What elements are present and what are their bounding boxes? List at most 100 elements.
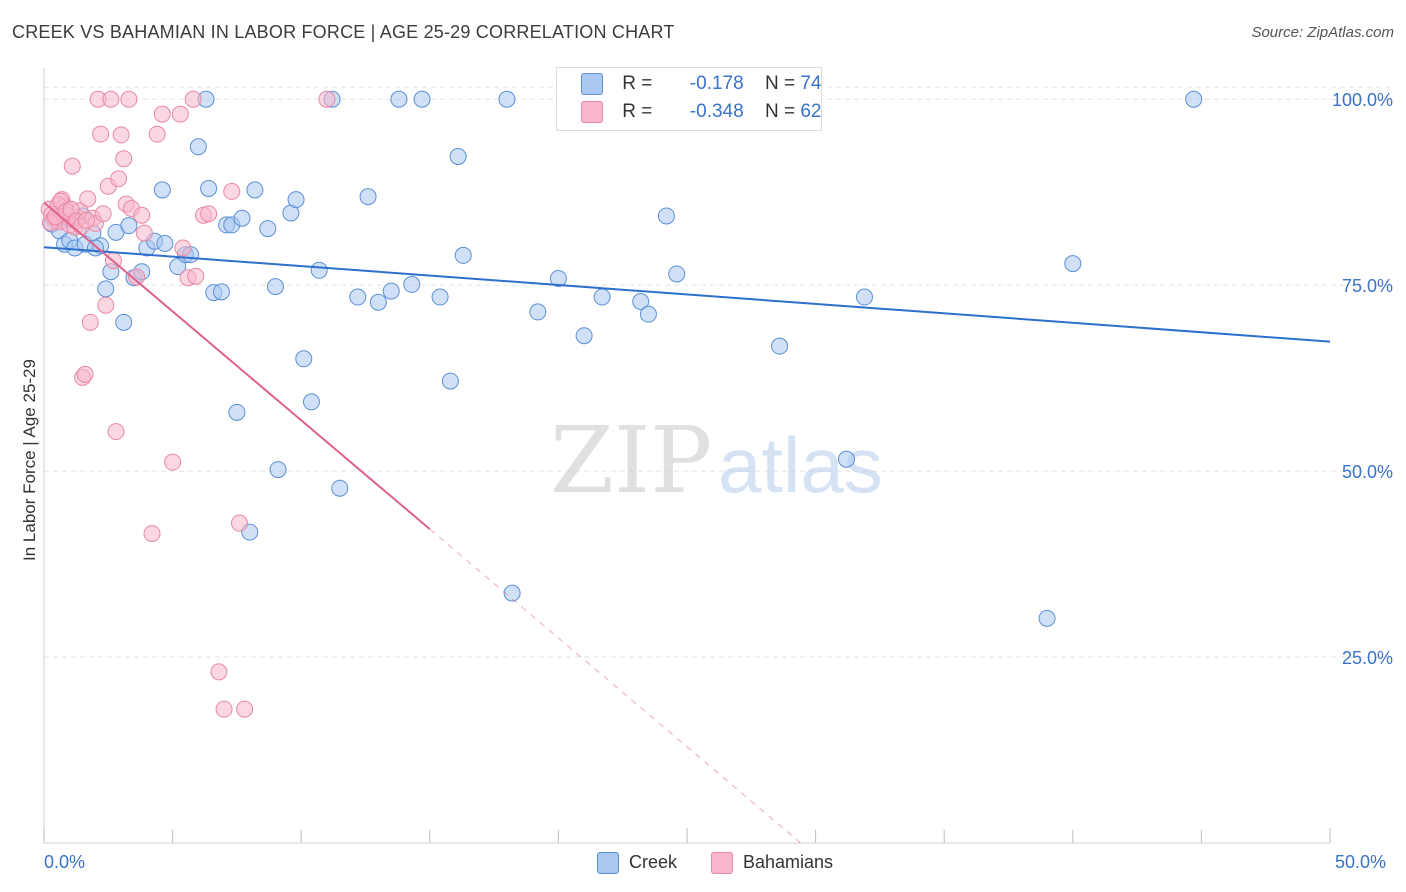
bahamians-trend-extension (429, 528, 801, 844)
creek-point (454, 246, 472, 264)
creek-point (212, 283, 230, 301)
bahamians-point (230, 514, 248, 532)
bahamians-point (107, 423, 125, 441)
creek-point (529, 303, 547, 321)
bahamians-point (187, 267, 205, 285)
bahamians-point (79, 190, 97, 208)
creek-point (302, 393, 320, 411)
bahamians-n-label: N = (764, 101, 796, 123)
creek-point (639, 305, 657, 323)
source-label: Source: ZipAtlas.com (1251, 24, 1394, 41)
bahamians-point (184, 90, 202, 108)
creek-point (269, 461, 287, 479)
bahamians-point (236, 700, 254, 718)
bahamians-trend-line (43, 201, 431, 530)
creek-point (169, 258, 187, 276)
creek-point (632, 293, 650, 311)
creek-point (349, 288, 367, 306)
creek-point (331, 479, 349, 497)
bahamians-point (112, 126, 130, 144)
correlation-legend: R = -0.178 N = 74 R = -0.348 N = 62 (556, 67, 822, 131)
creek-point (259, 220, 277, 238)
creek-point (156, 234, 174, 252)
creek-point (837, 450, 855, 468)
creek-trend-line (43, 246, 1331, 343)
creek-point (855, 288, 873, 306)
trend-layer (43, 201, 1331, 844)
axis-layer (43, 68, 1331, 844)
bahamians-point (135, 224, 153, 242)
legend-item-bahamians[interactable]: Bahamians (711, 852, 833, 878)
creek-point (449, 147, 467, 165)
y-tick-labels: 25.0% 50.0% 75.0% 100.0% (1332, 90, 1393, 668)
creek-point (287, 191, 305, 209)
creek-point (246, 181, 264, 199)
bahamians-point (200, 205, 218, 223)
creek-legend-label: Creek (629, 852, 678, 872)
bahamians-point (110, 170, 128, 188)
creek-swatch (581, 73, 603, 95)
bahamians-point (215, 700, 233, 718)
watermark: ZIP atlas (550, 407, 883, 514)
bahamians-legend-label: Bahamians (743, 852, 834, 872)
x-tick-label-left: 0.0% (44, 852, 86, 872)
creek-point (413, 90, 431, 108)
creek-point (115, 313, 133, 331)
creek-point (189, 138, 207, 156)
bahamians-legend-swatch (711, 852, 733, 875)
bahamians-point (115, 150, 133, 168)
creek-point (657, 207, 675, 225)
creek-point (153, 181, 171, 199)
creek-n-value: 74 (800, 73, 822, 95)
creek-point (1185, 90, 1203, 108)
bahamians-r-value: -0.348 (689, 101, 744, 123)
points-layer (40, 90, 1203, 718)
creek-point (771, 337, 789, 355)
bahamians-point (81, 313, 99, 331)
creek-point (549, 269, 567, 287)
creek-legend-swatch (597, 852, 619, 875)
x-tick-label-right: 50.0% (1335, 852, 1387, 872)
bahamians-point (92, 125, 110, 143)
bahamians-point (77, 211, 95, 229)
y-tick-label: 25.0% (1342, 648, 1393, 668)
bahamians-point (94, 205, 112, 223)
bahamians-point (120, 90, 138, 108)
creek-point (228, 403, 246, 421)
legend-row-creek: R = -0.178 N = 74 (581, 73, 821, 101)
creek-r-value: -0.178 (689, 73, 744, 95)
legend-row-bahamians: R = -0.348 N = 62 (581, 101, 821, 129)
creek-point (1038, 609, 1056, 627)
creek-point (441, 372, 459, 390)
bahamians-r-label: R = (622, 101, 653, 123)
creek-point (369, 293, 387, 311)
bahamians-point (174, 239, 192, 257)
creek-point (310, 261, 328, 279)
bahamians-point (128, 268, 146, 286)
creek-point (390, 90, 408, 108)
creek-point (503, 584, 521, 602)
bahamians-n-value: 62 (800, 101, 822, 123)
bahamians-point (171, 105, 189, 123)
creek-point (266, 278, 284, 296)
creek-point (233, 209, 251, 227)
creek-point (382, 282, 400, 300)
creek-point (575, 327, 593, 345)
creek-n-label: N = (764, 73, 796, 95)
bahamians-point (318, 90, 336, 108)
bahamians-point (223, 182, 241, 200)
y-tick-label: 100.0% (1332, 90, 1393, 110)
creek-point (403, 275, 421, 293)
bahamians-point (148, 125, 166, 143)
creek-point (295, 350, 313, 368)
bahamians-point (210, 663, 228, 681)
creek-r-label: R = (622, 73, 653, 95)
bahamians-swatch (581, 101, 603, 123)
creek-point (431, 288, 449, 306)
creek-point (1064, 255, 1082, 273)
creek-point (359, 188, 377, 206)
bahamians-point (143, 525, 161, 543)
legend-item-creek[interactable]: Creek (597, 852, 677, 878)
watermark-zip: ZIP (550, 407, 712, 514)
